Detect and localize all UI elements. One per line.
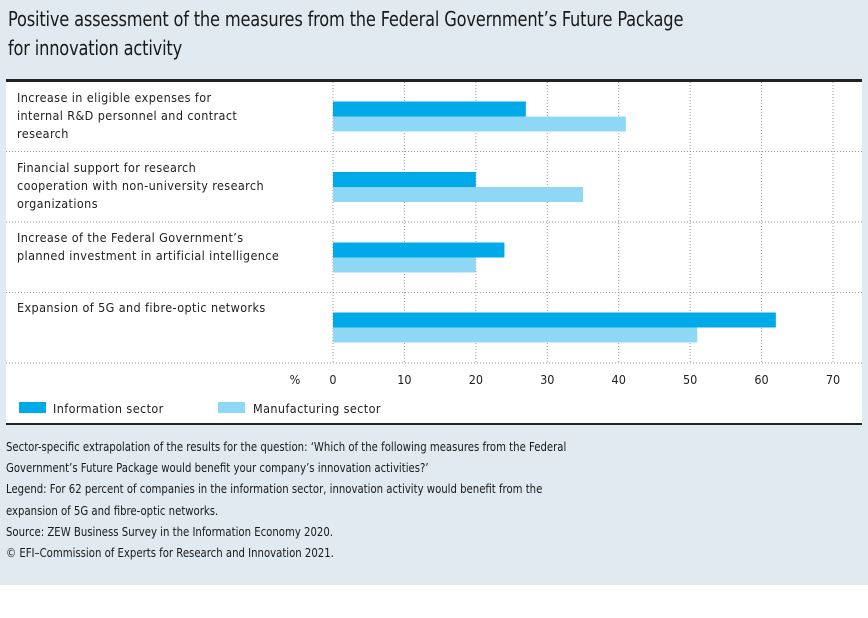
category-label: Financial support for research cooperatio… — [17, 159, 317, 213]
legend-label-information-sector: Information sector — [53, 401, 164, 416]
note-legend-line-2: expansion of 5G and fibre-optic networks… — [6, 502, 219, 518]
bar-information-sector — [333, 172, 476, 187]
x-tick-label: 40 — [611, 372, 626, 387]
x-tick-label: 30 — [540, 372, 555, 387]
category-label: Increase of the Federal Government’s plan… — [17, 229, 317, 265]
category-label-line: cooperation with non-university research — [17, 178, 265, 193]
x-axis-unit-label: % — [289, 372, 301, 387]
x-tick-label: 60 — [754, 372, 769, 387]
category-label: Increase in eligible expenses for interna… — [17, 89, 317, 143]
note-legend-line-1: Legend: For 62 percent of companies in t… — [6, 481, 543, 497]
x-tick-label: 0 — [329, 372, 337, 387]
chart-top-rule — [6, 79, 862, 82]
note-copyright: © EFI–Commission of Experts for Research… — [6, 545, 334, 561]
chart-bottom-rule — [6, 423, 862, 425]
note-question-line-2: Government’s Future Package would benefi… — [6, 460, 429, 476]
category-label-line: Financial support for research — [17, 160, 197, 175]
category-label-line: Increase of the Federal Government’s — [17, 230, 244, 245]
x-tick-label: 10 — [397, 372, 412, 387]
chart-title-line-2: for innovation activity — [8, 36, 183, 60]
x-tick-label: 70 — [825, 372, 841, 387]
chart-notes: Sector-specific extrapolation of the res… — [6, 436, 771, 563]
category-label-line: organizations — [17, 196, 98, 211]
chart-title-line-1: Positive assessment of the measures from… — [8, 7, 684, 31]
bar-manufacturing-sector — [333, 257, 476, 273]
bar-manufacturing-sector — [333, 327, 698, 343]
bar-manufacturing-sector — [333, 116, 626, 132]
bar-information-sector — [333, 312, 776, 328]
bar-chart — [6, 82, 862, 364]
bar-manufacturing-sector — [333, 187, 583, 202]
x-tick-label: 20 — [468, 372, 483, 387]
bar-information-sector — [333, 242, 505, 258]
note-question-line-1: Sector-specific extrapolation of the res… — [6, 439, 567, 454]
category-label-line: Increase in eligible expenses for — [17, 90, 212, 105]
legend-label-manufacturing-sector: Manufacturing sector — [253, 401, 381, 416]
category-label-line: research — [17, 126, 69, 141]
bar-information-sector — [333, 101, 526, 117]
legend-swatch-manufacturing-sector — [218, 402, 245, 413]
category-label-line: Expansion of 5G and fibre-optic networks — [17, 300, 266, 315]
legend-swatch-information-sector — [19, 402, 46, 413]
note-source: Source: ZEW Business Survey in the Infor… — [6, 523, 334, 539]
category-label: Expansion of 5G and fibre-optic networks — [17, 299, 317, 317]
chart-title: Positive assessment of the measures from… — [8, 5, 756, 63]
category-label-line: planned investment in artificial intelli… — [17, 248, 280, 263]
x-tick-label: 50 — [682, 372, 698, 387]
category-label-line: internal R&D personnel and contract — [17, 108, 238, 123]
